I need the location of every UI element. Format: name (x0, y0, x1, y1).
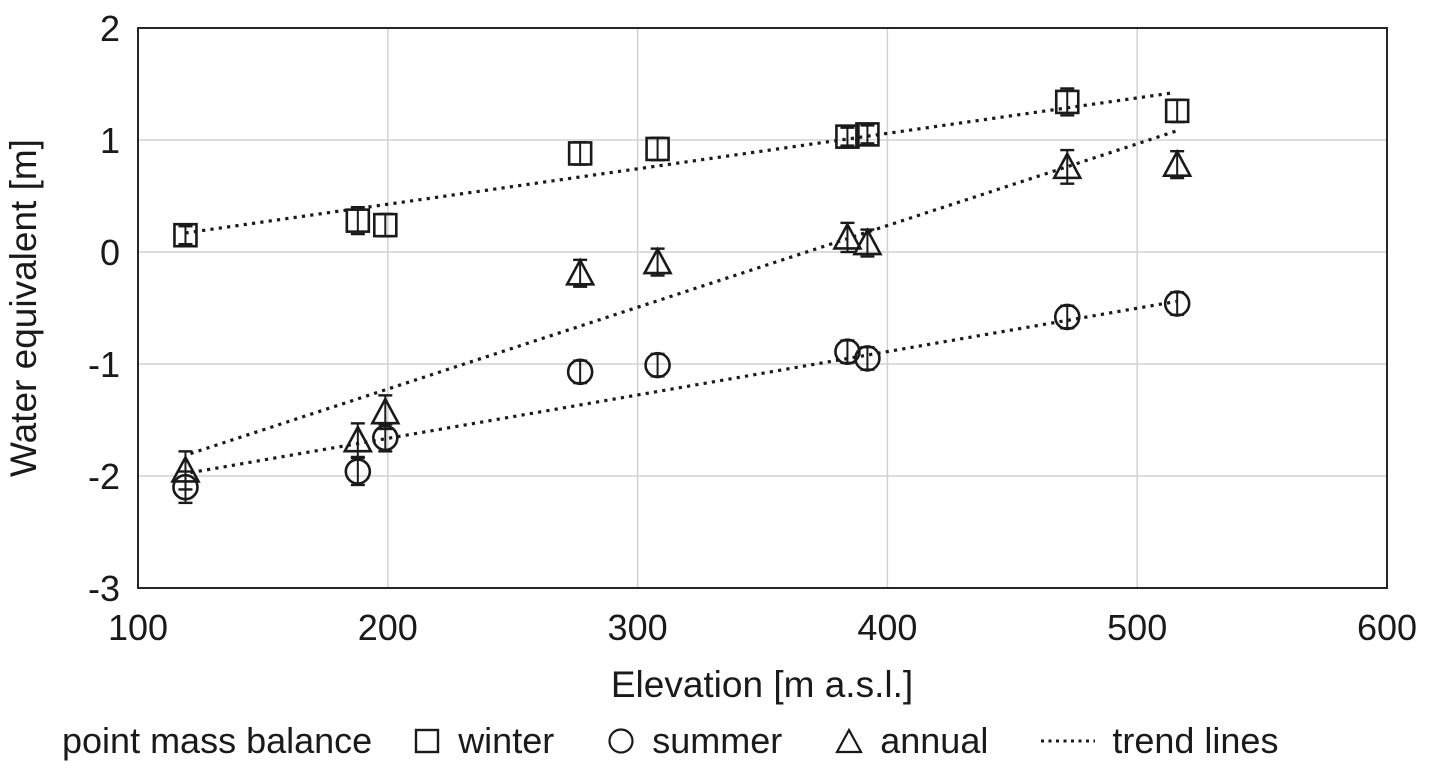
summer-point-marker (566, 358, 594, 386)
summer-error-bar (350, 456, 365, 487)
x-tick-label: 400 (857, 607, 917, 648)
summer-point-marker (834, 338, 861, 365)
y-tick-label: -2 (88, 456, 120, 497)
x-axis-title: Elevation [m a.s.l.] (611, 664, 913, 705)
winter-trend (185, 91, 1173, 235)
winter-error-bar (1060, 87, 1075, 117)
winter-point-marker (373, 212, 398, 238)
summer-point-marker (344, 458, 372, 485)
legend-item-summer: summer (606, 720, 782, 762)
winter-point-marker (345, 208, 371, 233)
dotted-line-icon (1040, 735, 1096, 747)
winter-point-marker (855, 122, 880, 147)
summer-error-bar (840, 339, 855, 365)
annual-point-marker (170, 454, 201, 483)
data-points-group (170, 87, 1193, 505)
summer-error-bar (1060, 304, 1075, 330)
x-axis-tick-labels: 100 200 300 400 500 600 (108, 607, 1417, 648)
winter-error-bar (378, 212, 393, 238)
legend-label-winter: winter (458, 720, 555, 761)
winter-error-bar (650, 136, 665, 162)
winter-point-marker (645, 136, 670, 162)
y-tick-label: -1 (88, 344, 120, 385)
winter-point-marker (173, 222, 198, 248)
winter-error-bar (178, 225, 193, 246)
annual-error-bar (1170, 149, 1185, 180)
summer-error-bar (860, 346, 875, 371)
summer-trend (190, 299, 1178, 475)
gridlines (138, 28, 1387, 588)
annual-point-marker (342, 424, 374, 453)
y-axis-title: Water equivalent [m] (3, 139, 44, 477)
annual-point-marker (1052, 151, 1083, 180)
annual-error-bar (573, 258, 588, 288)
summer-point-marker (1053, 303, 1081, 331)
annual-point-marker (642, 246, 673, 275)
winter-error-bar (1170, 98, 1185, 124)
winter-point-marker (567, 141, 593, 166)
chart-legend: point mass balance winter summer (62, 714, 1402, 768)
summer-point-marker (854, 345, 881, 372)
legend-label-trend-lines: trend lines (1112, 720, 1279, 761)
x-tick-label: 100 (108, 607, 168, 648)
annual-trend (189, 128, 1181, 456)
winter-error-bar (840, 126, 855, 147)
y-tick-label: -3 (88, 568, 120, 609)
summer-circle-icon (606, 726, 636, 756)
legend-label-summer: summer (652, 720, 783, 761)
y-axis-tick-labels: 2 1 0 -1 -2 -3 (88, 8, 120, 609)
trend-lines-group (185, 91, 1181, 475)
annual-point-marker (370, 396, 401, 425)
summer-point-marker (644, 351, 671, 379)
annual-point-marker (1161, 148, 1193, 177)
annual-point-marker (832, 221, 863, 250)
annual-point-marker (564, 257, 596, 286)
y-tick-label: 2 (100, 8, 120, 49)
legend-item-winter: winter (412, 720, 554, 762)
y-tick-label: 1 (100, 120, 120, 161)
winter-error-bar (860, 124, 875, 145)
summer-error-bar (1170, 291, 1185, 316)
winter-error-bar (573, 141, 588, 166)
legend-title: point mass balance (62, 720, 373, 761)
winter-point-marker (1054, 89, 1080, 115)
legend-item-annual: annual (834, 720, 988, 762)
y-tick-label: 0 (100, 232, 120, 273)
plot-border (137, 27, 1388, 589)
summer-error-bar (650, 352, 665, 378)
annual-point-marker (852, 227, 883, 256)
winter-error-bar (350, 205, 365, 236)
winter-point-marker (1164, 98, 1190, 124)
x-tick-label: 300 (608, 607, 668, 648)
winter-square-icon (412, 726, 442, 756)
annual-triangle-icon (834, 726, 864, 756)
winter-point-marker (835, 124, 860, 149)
x-tick-label: 200 (358, 607, 418, 648)
summer-point-marker (1163, 290, 1191, 317)
x-tick-label: 600 (1357, 607, 1417, 648)
legend-item-trend-lines: trend lines (1040, 720, 1278, 762)
x-tick-label: 500 (1107, 607, 1167, 648)
legend-label-annual: annual (880, 720, 989, 761)
